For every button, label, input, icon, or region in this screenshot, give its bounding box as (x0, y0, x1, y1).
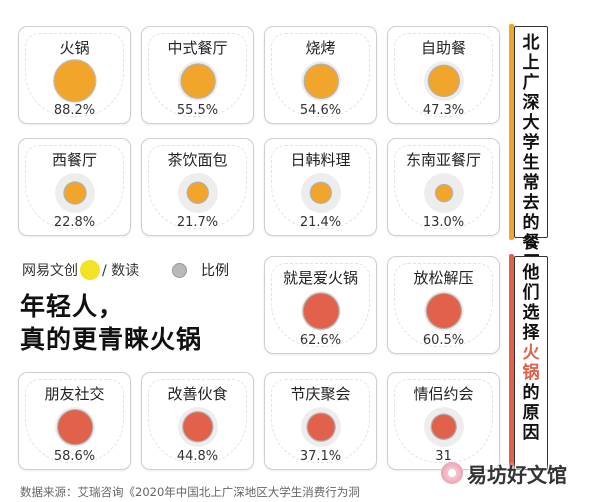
legend-dot-icon (172, 262, 187, 278)
card-label: 东南亚餐厅 (405, 151, 481, 169)
bubble-mark (187, 182, 209, 204)
card-label: 情侣约会 (413, 385, 474, 403)
restaurant-card: 火锅 88.2% (18, 26, 131, 124)
bubble-mark (436, 185, 452, 201)
card-value: 55.5% (176, 103, 219, 118)
bubble-mark (310, 182, 332, 204)
bubble-mark (58, 410, 92, 444)
bubble-mark (303, 293, 339, 329)
data-source: 数据来源：艾瑞咨询《2020年中国北上广深地区大学生消费行为洞 (20, 485, 360, 499)
bubble-mark (183, 412, 213, 442)
card-label: 节庆聚会 (290, 385, 351, 403)
card-value: 54.6% (299, 103, 342, 118)
banner-title: 北上广深大学生常去的餐厅 (522, 33, 540, 273)
card-value: 47.3% (422, 103, 465, 118)
restaurant-card: 茶饮面包 21.7% (141, 138, 254, 236)
reason-card: 改善伙食 44.8% (141, 372, 254, 470)
restaurant-card: 自助餐 47.3% (387, 26, 500, 124)
bubble-mark (64, 182, 86, 204)
card-label: 日韩料理 (290, 151, 351, 169)
card-value: 21.4% (299, 215, 342, 230)
restaurant-card: 西餐厅 22.8% (18, 138, 131, 236)
card-label: 西餐厅 (51, 151, 97, 169)
card-value: 31 (435, 449, 452, 464)
card-label: 中式餐厅 (167, 39, 228, 57)
watermark-text: 易坊好文馆 (467, 462, 567, 487)
card-value: 88.2% (53, 103, 96, 118)
headline-line-1: 年轻人， (20, 292, 125, 321)
red-group-banner: 他们选择火锅的原因 (509, 254, 548, 472)
card-label: 朋友社交 (44, 385, 105, 403)
banner-title: 他们选择火锅的原因 (522, 263, 540, 443)
card-value: 37.1% (299, 449, 342, 464)
banner-accent (509, 254, 514, 472)
card-label: 就是爱火锅 (282, 269, 358, 287)
reason-card: 朋友社交 58.6% (18, 372, 131, 470)
restaurant-card: 东南亚餐厅 13.0% (387, 138, 500, 236)
card-value: 62.6% (299, 333, 342, 348)
brand-bubble-icon (80, 260, 100, 280)
card-label: 火锅 (59, 39, 90, 57)
card-value: 21.7% (176, 215, 219, 230)
card-value: 13.0% (422, 215, 465, 230)
headline-line-2: 真的更青睐火锅 (20, 325, 203, 354)
card-label: 改善伙食 (167, 385, 228, 403)
brand-name: 网易文创 (22, 263, 78, 279)
watermark: 易坊好文馆 (441, 452, 591, 494)
reason-card: 放松解压 60.5% (387, 256, 500, 354)
bubble-mark (181, 64, 215, 98)
card-value: 22.8% (53, 215, 96, 230)
banner-accent (509, 24, 514, 240)
restaurant-card: 烧烤 54.6% (264, 26, 377, 124)
brand-logo: 网易文创 / 数读 (22, 260, 139, 280)
restaurant-card: 中式餐厅 55.5% (141, 26, 254, 124)
bubble-mark (431, 414, 457, 440)
reason-card: 就是爱火锅 62.6% (264, 256, 377, 354)
legend-label: 比例 (201, 263, 229, 279)
legend: 比例 (172, 260, 229, 280)
card-label: 自助餐 (420, 39, 466, 57)
orange-group-banner: 北上广深大学生常去的餐厅 (509, 24, 548, 273)
banner-highlight: 火锅 (522, 343, 540, 383)
card-label: 烧烤 (305, 39, 336, 57)
headline: 年轻人， 真的更青睐火锅 (20, 290, 202, 356)
bubble-mark (307, 413, 335, 441)
restaurant-card: 日韩料理 21.4% (264, 138, 377, 236)
bubble-mark (54, 60, 96, 102)
reason-card: 情侣约会 31 (387, 372, 500, 470)
card-label: 放松解压 (413, 269, 474, 287)
card-value: 58.6% (53, 449, 96, 464)
flower-logo-icon (441, 462, 463, 484)
reason-card: 节庆聚会 37.1% (264, 372, 377, 470)
card-label: 茶饮面包 (167, 151, 228, 169)
card-value: 60.5% (422, 333, 465, 348)
brand-section: / 数读 (102, 263, 140, 279)
bubble-mark (428, 65, 460, 97)
bubble-mark (426, 293, 462, 329)
card-value: 44.8% (176, 449, 219, 464)
bubble-mark (304, 64, 338, 98)
